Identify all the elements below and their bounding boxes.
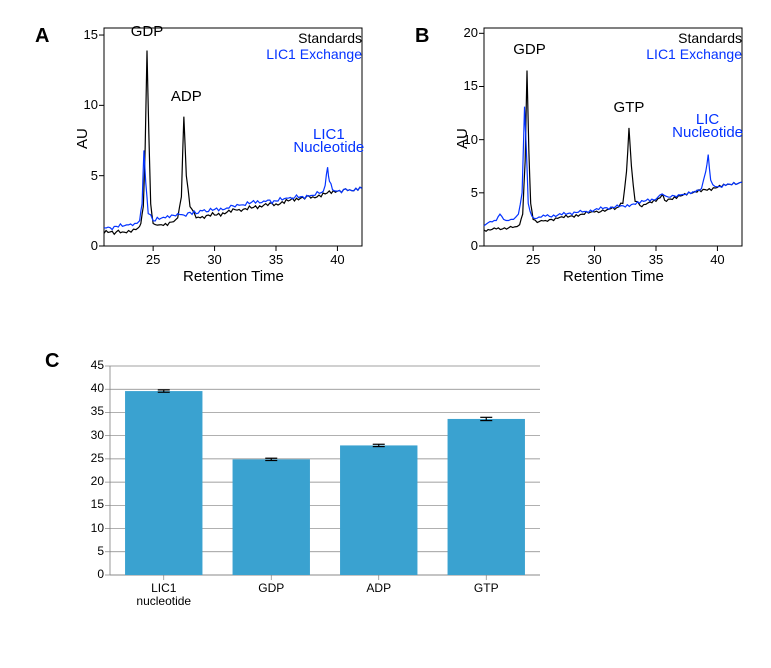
ytick-label: 40 bbox=[76, 381, 104, 395]
legend-item: Standards bbox=[298, 30, 362, 46]
annotation: GDP bbox=[107, 23, 187, 40]
ytick-label: 0 bbox=[76, 567, 104, 581]
bar-category-label: GTP bbox=[441, 581, 531, 595]
legend-item: Standards bbox=[678, 30, 742, 46]
bar bbox=[233, 459, 310, 575]
ytick-label: 5 bbox=[76, 544, 104, 558]
bar-category-label: ADP bbox=[334, 581, 424, 595]
xtick-label: 35 bbox=[641, 252, 671, 267]
ytick-label: 0 bbox=[70, 238, 98, 253]
xlabel: Retention Time bbox=[183, 268, 284, 285]
annotation: GDP bbox=[489, 41, 569, 58]
ytick-label: 45 bbox=[76, 358, 104, 372]
xtick-label: 35 bbox=[261, 252, 291, 267]
xtick-label: 25 bbox=[518, 252, 548, 267]
annotation: Nucleotide bbox=[289, 139, 369, 156]
ytick-label: 25 bbox=[76, 451, 104, 465]
xtick-label: 30 bbox=[200, 252, 230, 267]
panel-a: 0 5 10 15 25 30 35 40 AU Retention Time StandardsL… bbox=[60, 20, 370, 290]
ytick-label: 30 bbox=[76, 428, 104, 442]
ytick-label: 15 bbox=[450, 78, 478, 93]
ytick-label: 0 bbox=[450, 238, 478, 253]
ylabel: AU bbox=[74, 128, 91, 149]
legend-item: LIC1 Exchange bbox=[646, 46, 742, 62]
xtick-label: 40 bbox=[702, 252, 732, 267]
ytick-label: 20 bbox=[450, 25, 478, 40]
panel-label-b: B bbox=[415, 25, 429, 48]
ytick-label: 10 bbox=[76, 521, 104, 535]
panel-label-c: C bbox=[45, 350, 59, 373]
ytick-label: 15 bbox=[76, 497, 104, 511]
ytick-label: 10 bbox=[70, 97, 98, 112]
legend-item: LIC1 Exchange bbox=[266, 46, 362, 62]
xtick-label: 30 bbox=[580, 252, 610, 267]
ytick-label: 20 bbox=[76, 474, 104, 488]
annotation: Nucleotide bbox=[668, 124, 748, 141]
annotation: GTP bbox=[589, 99, 669, 116]
bar-category-label: LIC1 bbox=[119, 581, 209, 595]
ytick-label: 5 bbox=[450, 185, 478, 200]
ytick-label: 35 bbox=[76, 404, 104, 418]
xtick-label: 40 bbox=[322, 252, 352, 267]
xlabel: Retention Time bbox=[563, 268, 664, 285]
panel-b: 0510152025303540AURetention TimeStandard… bbox=[440, 20, 750, 290]
bar bbox=[125, 391, 202, 575]
panel-label-a: A bbox=[35, 25, 49, 48]
xtick-label: 25 bbox=[138, 252, 168, 267]
bar bbox=[448, 419, 525, 575]
ytick-label: 15 bbox=[70, 27, 98, 42]
bar bbox=[340, 445, 417, 575]
ytick-label: 5 bbox=[70, 168, 98, 183]
bar-category-label: nucleotide bbox=[119, 594, 209, 608]
panel-c: 0 5 10 15 20 25 30 35 40 45 LIC1nucleotide GDP ADP GT… bbox=[70, 360, 550, 620]
bar-category-label: GDP bbox=[226, 581, 316, 595]
annotation: ADP bbox=[146, 88, 226, 105]
ylabel: AU bbox=[454, 128, 471, 149]
